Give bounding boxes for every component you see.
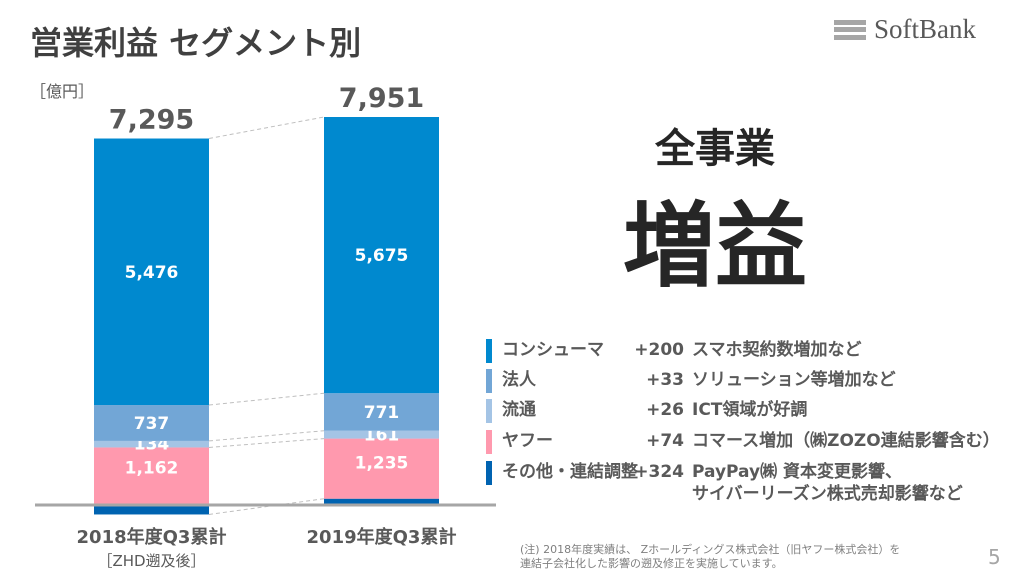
data-label: 5,476 bbox=[125, 263, 179, 283]
bar-segment bbox=[324, 430, 439, 439]
legend-desc: サイバーリーズン株式売却影響など bbox=[692, 484, 963, 504]
connector-line bbox=[208, 430, 325, 442]
legend-delta: +33 bbox=[646, 370, 684, 390]
legend-desc: コマース増加（㈱ZOZO連結影響含む） bbox=[692, 431, 1000, 451]
legend-delta: +200 bbox=[634, 340, 684, 360]
legend-desc: ソリューション等増加など bbox=[692, 370, 896, 390]
legend-name: ヤフー bbox=[502, 431, 553, 451]
legend-delta: +26 bbox=[646, 400, 684, 420]
legend-name: 法人 bbox=[502, 370, 536, 390]
unit-label: ［億円］ bbox=[30, 82, 95, 101]
legend-delta: +74 bbox=[646, 431, 684, 451]
bar-segment bbox=[94, 405, 209, 441]
legend-desc: ICT領域が好調 bbox=[692, 400, 808, 420]
category-label: 2019年度Q3累計 bbox=[307, 526, 457, 548]
legend-swatch bbox=[486, 339, 492, 363]
legend-item: 流通 +26 ICT領域が好調 bbox=[486, 399, 807, 423]
connector-line bbox=[208, 438, 325, 448]
connector-line bbox=[208, 498, 325, 515]
data-label: 771 bbox=[364, 403, 400, 423]
headline-sub: 全事業 bbox=[655, 126, 775, 172]
legend-item: ヤフー +74 コマース増加（㈱ZOZO連結影響含む） bbox=[486, 430, 1000, 454]
legend-desc: スマホ契約数増加など bbox=[692, 340, 862, 360]
total-label: 7,295 bbox=[109, 105, 194, 136]
softbank-logo: SoftBank bbox=[834, 14, 976, 45]
data-label: 5,675 bbox=[355, 246, 409, 266]
logo-mark-icon bbox=[834, 19, 866, 40]
legend-item: コンシューマ +200 スマホ契約数増加など bbox=[486, 339, 862, 363]
data-label: 1,235 bbox=[355, 454, 409, 474]
bar-segment bbox=[94, 440, 209, 448]
logo-text: SoftBank bbox=[874, 14, 977, 44]
bar-segment bbox=[324, 498, 439, 504]
connector-line bbox=[208, 392, 325, 406]
connector-line bbox=[208, 116, 325, 140]
legend-delta: +324 bbox=[634, 462, 684, 482]
page-title: 営業利益 セグメント別 bbox=[30, 24, 362, 62]
legend-swatch bbox=[486, 430, 492, 454]
bar-segment bbox=[324, 438, 439, 499]
bar-segment bbox=[324, 117, 439, 394]
total-label: 7,951 bbox=[339, 83, 424, 114]
category-sublabel: ［ZHD遡及後］ bbox=[97, 552, 205, 570]
legend-swatch bbox=[486, 461, 492, 485]
category-label: 2018年度Q3累計 bbox=[77, 526, 227, 548]
legend-item: その他・連結調整 +324 PayPay㈱ 資本変更影響、 サイバーリーズン株式売… bbox=[486, 461, 963, 505]
bar-segment bbox=[94, 138, 209, 406]
footnote: (注) 2018年度実績は、 Zホールディングス株式会社（旧ヤフー株式会社）を … bbox=[520, 543, 900, 571]
legend-name: その他・連結調整 bbox=[502, 462, 638, 482]
legend-desc: PayPay㈱ 資本変更影響、 bbox=[692, 462, 902, 482]
footnote-line: 連結子会社化した影響の遡及修正を実施しています。 bbox=[520, 557, 783, 570]
legend-name: 流通 bbox=[502, 400, 536, 420]
page-number: 5 bbox=[988, 545, 1001, 569]
legend-swatch bbox=[486, 399, 492, 423]
legend-name: コンシューマ bbox=[502, 340, 604, 360]
bar-segment bbox=[94, 447, 209, 504]
data-label: 1,162 bbox=[125, 459, 179, 479]
legend-item: 法人 +33 ソリューション等増加など bbox=[486, 369, 896, 393]
data-label: 737 bbox=[134, 414, 170, 434]
footnote-line: (注) 2018年度実績は、 Zホールディングス株式会社（旧ヤフー株式会社）を bbox=[520, 543, 901, 556]
legend-swatch bbox=[486, 369, 492, 393]
bar-segment bbox=[324, 393, 439, 431]
bar-segment bbox=[94, 504, 209, 515]
headline-main: 増益 bbox=[622, 193, 807, 300]
